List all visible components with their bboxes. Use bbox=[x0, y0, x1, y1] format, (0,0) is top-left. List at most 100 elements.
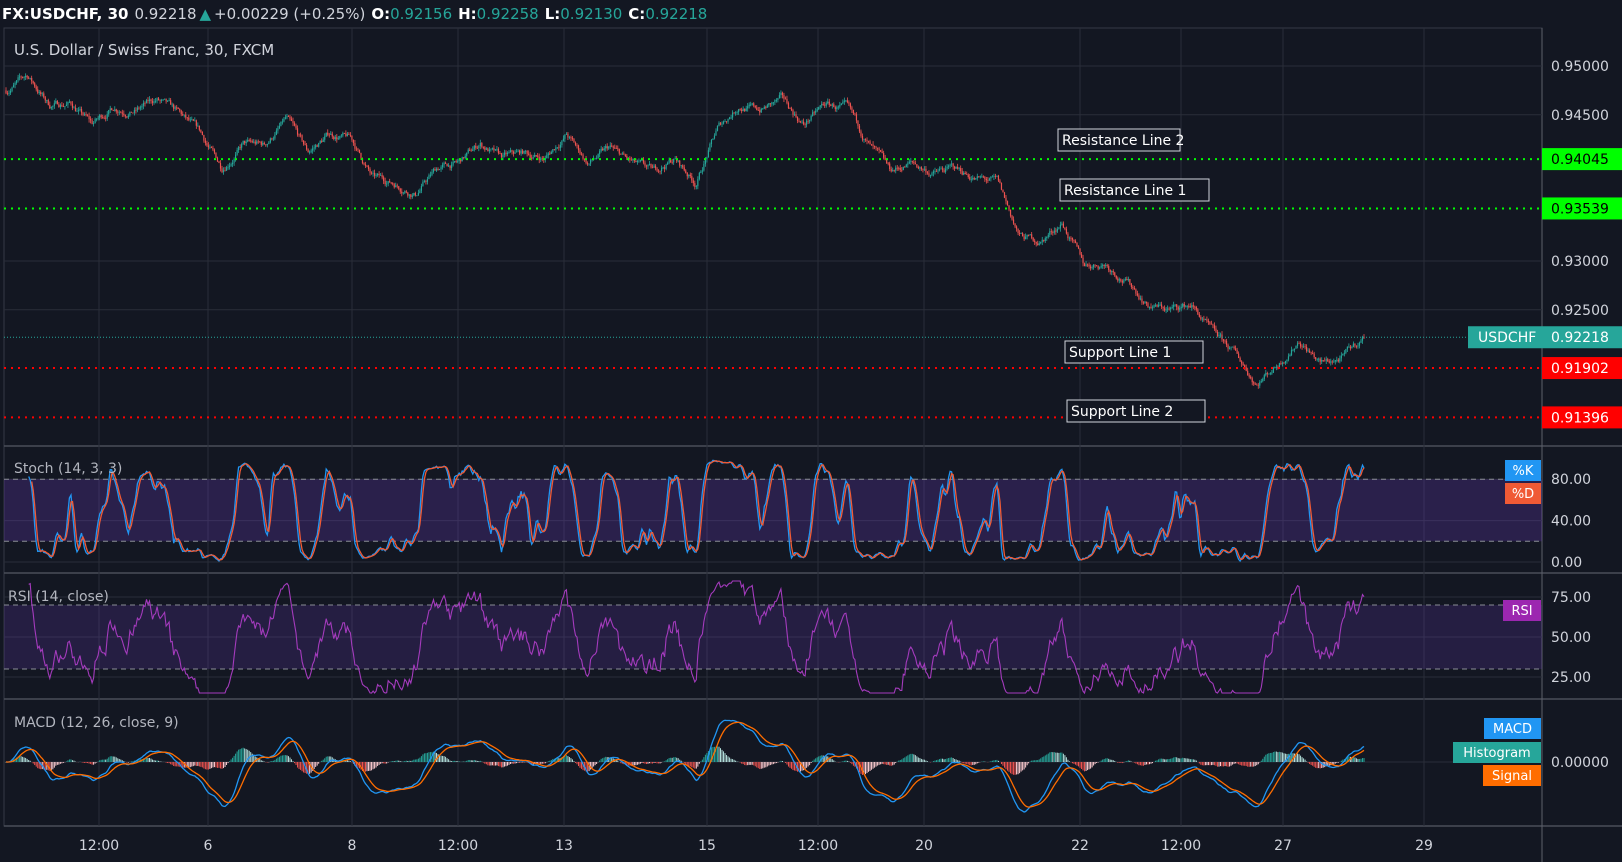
candle-body bbox=[1006, 201, 1009, 206]
candle-body bbox=[916, 164, 918, 168]
histogram-bar bbox=[29, 760, 31, 762]
histogram-bar bbox=[355, 762, 357, 768]
candle bbox=[594, 157, 596, 160]
histogram-bar bbox=[153, 760, 155, 762]
candle-body bbox=[358, 149, 361, 153]
candle bbox=[1083, 262, 1086, 267]
candle bbox=[1177, 305, 1179, 313]
candle bbox=[1121, 279, 1123, 286]
candle bbox=[605, 144, 607, 152]
histogram-bar bbox=[1023, 762, 1025, 770]
histogram-bar bbox=[772, 762, 774, 765]
candle bbox=[383, 175, 385, 185]
histogram-bar bbox=[771, 762, 773, 765]
histogram-bar bbox=[671, 757, 673, 762]
histogram-bar bbox=[732, 759, 734, 762]
histogram-bar bbox=[150, 758, 152, 762]
candle-body bbox=[1093, 264, 1095, 268]
candle bbox=[142, 100, 145, 110]
candle bbox=[114, 106, 116, 112]
candle-body bbox=[614, 147, 616, 149]
histogram-bar bbox=[20, 756, 22, 762]
time-tick-label: 12:00 bbox=[1161, 838, 1201, 854]
histogram-bar bbox=[1233, 762, 1235, 764]
candle bbox=[1005, 194, 1007, 205]
candle-body bbox=[550, 152, 552, 155]
histogram-bar bbox=[408, 760, 410, 762]
candle bbox=[413, 192, 415, 197]
candle-body bbox=[617, 148, 619, 150]
candle bbox=[1079, 248, 1081, 256]
candle bbox=[645, 164, 648, 170]
candle bbox=[1219, 332, 1222, 338]
histogram-bar bbox=[109, 756, 111, 762]
histogram-bar bbox=[747, 762, 749, 766]
histogram-bar bbox=[1303, 758, 1305, 762]
candle-body bbox=[1233, 346, 1235, 349]
candle bbox=[290, 116, 293, 122]
candle bbox=[762, 107, 764, 110]
histogram-bar bbox=[277, 757, 279, 762]
candle-body bbox=[558, 147, 560, 149]
histogram-bar bbox=[593, 762, 595, 767]
histogram-bar bbox=[503, 762, 505, 767]
histogram-bar bbox=[1035, 760, 1037, 762]
candle bbox=[1071, 237, 1074, 243]
candle bbox=[555, 145, 557, 153]
histogram-bar bbox=[1355, 758, 1357, 762]
candle-body bbox=[589, 160, 592, 164]
candle-body bbox=[1354, 343, 1356, 346]
candle-body bbox=[511, 150, 513, 152]
candle bbox=[506, 151, 509, 157]
candle-body bbox=[1330, 361, 1332, 363]
candle bbox=[91, 118, 93, 125]
candle bbox=[1253, 380, 1255, 386]
candle bbox=[654, 164, 657, 171]
candle bbox=[247, 137, 249, 143]
candle-body bbox=[443, 162, 445, 165]
candle-body bbox=[222, 170, 225, 173]
candle-body bbox=[145, 100, 148, 104]
candle bbox=[707, 147, 710, 158]
candle bbox=[437, 167, 439, 171]
histogram-bar bbox=[727, 756, 729, 762]
histogram-bar bbox=[233, 755, 235, 762]
candle bbox=[363, 162, 365, 166]
rsi-tick-label: 75.00 bbox=[1551, 590, 1591, 606]
candle bbox=[102, 114, 104, 119]
histogram-bar bbox=[1312, 762, 1314, 766]
candle bbox=[525, 149, 527, 155]
candle bbox=[342, 131, 344, 138]
candle bbox=[1293, 348, 1296, 353]
symbol-label[interactable]: FX:USDCHF, 30 bbox=[2, 4, 129, 23]
candle-body bbox=[410, 194, 412, 197]
candle bbox=[636, 159, 639, 165]
candle-body bbox=[695, 186, 697, 187]
candle bbox=[325, 132, 327, 138]
histogram-bar bbox=[1325, 762, 1327, 767]
candle bbox=[1133, 285, 1135, 290]
time-tick-label: 29 bbox=[1415, 838, 1433, 854]
candle bbox=[420, 183, 423, 194]
histogram-bar bbox=[1179, 758, 1181, 762]
candle bbox=[570, 135, 572, 141]
candle bbox=[136, 105, 139, 113]
candle-body bbox=[667, 162, 669, 165]
candle-body bbox=[97, 117, 99, 119]
candle bbox=[1250, 375, 1252, 380]
candle-body bbox=[278, 126, 281, 129]
candle bbox=[38, 89, 40, 95]
candle bbox=[1103, 264, 1105, 269]
candle-body bbox=[899, 168, 901, 170]
candle bbox=[691, 172, 693, 184]
candle-body bbox=[301, 135, 303, 141]
candle bbox=[771, 101, 773, 107]
candle bbox=[1331, 360, 1333, 365]
histogram-bar bbox=[407, 760, 409, 762]
candle bbox=[1204, 318, 1206, 321]
candle-body bbox=[1295, 345, 1297, 349]
candle-body bbox=[399, 188, 401, 192]
candle-body bbox=[230, 164, 232, 166]
histogram-bar bbox=[1029, 761, 1031, 762]
